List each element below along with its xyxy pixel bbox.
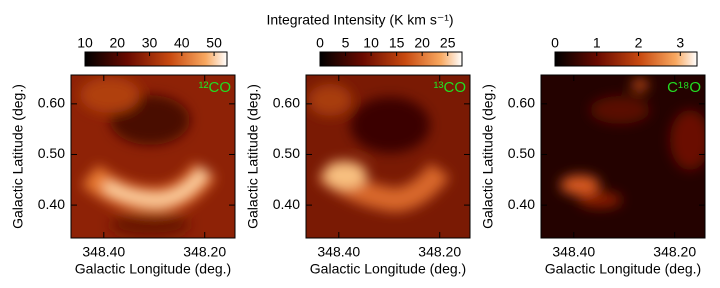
y-axis-label: Galactic Latitude (deg.) xyxy=(480,84,496,229)
x-tick-label: 348.20 xyxy=(653,244,696,260)
x-axis-label: Galactic Longitude (deg.) xyxy=(75,261,231,277)
map-image xyxy=(71,75,235,238)
x-axis-label: Galactic Longitude (deg.) xyxy=(310,261,466,277)
x-tick-label: 348.20 xyxy=(183,244,226,260)
y-axis-label: Galactic Latitude (deg.) xyxy=(10,84,26,229)
y-tick-label: 0.40 xyxy=(273,196,300,212)
map-frame xyxy=(70,74,236,239)
panel-label: C¹⁸O xyxy=(667,79,701,96)
colorbar-tick-label: 3 xyxy=(676,35,684,51)
panel-label: ¹³CO xyxy=(434,79,467,96)
colorbar-tick-label: 40 xyxy=(174,35,190,51)
y-tick-label: 0.60 xyxy=(38,95,65,111)
y-tick-label: 0.50 xyxy=(38,145,65,161)
y-tick-label: 0.40 xyxy=(38,196,65,212)
x-tick-label: 348.40 xyxy=(317,244,360,260)
map-image xyxy=(541,75,705,238)
colorbar-tick-label: 2 xyxy=(635,35,643,51)
colorbar-tick-label: 5 xyxy=(342,35,350,51)
colorbar-tick-label: 10 xyxy=(77,35,93,51)
colorbar-tick-label: 10 xyxy=(363,35,379,51)
y-tick-label: 0.60 xyxy=(508,95,535,111)
colorbar-tick-label: 20 xyxy=(414,35,430,51)
colorbar-tick-label: 20 xyxy=(109,35,125,51)
x-tick-label: 348.40 xyxy=(82,244,125,260)
panel-label: ¹²CO xyxy=(199,79,232,96)
colorbar-tick-label: 25 xyxy=(440,35,456,51)
colorbar xyxy=(554,51,698,67)
map-frame xyxy=(305,74,471,239)
x-axis-label: Galactic Longitude (deg.) xyxy=(545,261,701,277)
y-tick-label: 0.50 xyxy=(273,145,300,161)
colorbar-tick-label: 0 xyxy=(551,35,559,51)
y-tick-label: 0.50 xyxy=(508,145,535,161)
colorbar-tick-label: 15 xyxy=(389,35,405,51)
y-axis-label: Galactic Latitude (deg.) xyxy=(245,84,261,229)
colorbar-tick-label: 30 xyxy=(142,35,158,51)
y-tick-label: 0.60 xyxy=(273,95,300,111)
colorbar-tick-label: 0 xyxy=(316,35,324,51)
y-tick-label: 0.40 xyxy=(508,196,535,212)
x-tick-label: 348.20 xyxy=(418,244,461,260)
x-tick-label: 348.40 xyxy=(552,244,595,260)
colorbar xyxy=(84,51,228,67)
map-frame xyxy=(540,74,706,239)
figure-title: Integrated Intensity (K km s⁻¹) xyxy=(266,12,453,28)
colorbar-tick-label: 1 xyxy=(593,35,601,51)
colorbar-tick-label: 50 xyxy=(206,35,222,51)
colorbar xyxy=(319,51,463,67)
map-image xyxy=(306,75,470,238)
